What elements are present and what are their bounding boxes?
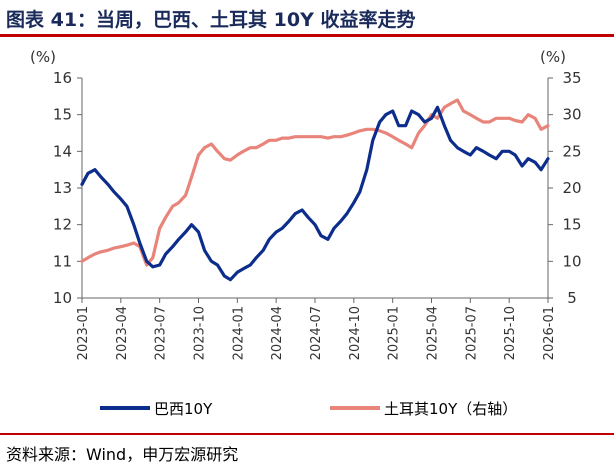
series-layer <box>80 98 550 282</box>
left-tick-label: 12 <box>53 216 72 234</box>
left-tick-label: 15 <box>53 106 72 124</box>
left-tick-label: 11 <box>53 252 72 270</box>
right-tick-label: 25 <box>562 142 581 160</box>
turkey-10y-line <box>80 98 550 267</box>
right-tick-label: 15 <box>562 216 581 234</box>
legend-item-turkey: 土耳其10Y（右轴） <box>330 400 517 418</box>
legend-item-brazil: 巴西10Y <box>100 400 213 418</box>
right-tick-label: 10 <box>562 252 581 270</box>
right-tick-label: 20 <box>562 179 581 197</box>
title-bar: 图表 41：当周，巴西、土耳其 10Y 收益率走势 <box>0 0 614 38</box>
left-tick-label: 14 <box>53 142 72 160</box>
x-tick-label: 2025-04 <box>426 306 441 360</box>
left-tick-label: 13 <box>53 179 72 197</box>
right-tick-label: 5 <box>567 289 577 307</box>
title-rule <box>0 34 614 37</box>
right-axis-unit: (%) <box>540 48 566 66</box>
chart-axes: 10 11 12 13 14 15 16 (%) 5 10 15 20 25 30 35 (%) 2023-01… <box>30 48 582 360</box>
left-tick-label: 16 <box>53 69 72 87</box>
x-tick-label: 2024-01 <box>231 306 246 360</box>
x-tick-label: 2026-01 <box>542 306 557 360</box>
x-tick-label: 2025-01 <box>387 306 402 360</box>
page-title: 图表 41：当周，巴西、土耳其 10Y 收益率走势 <box>6 9 416 31</box>
x-tick-label: 2023-04 <box>115 306 130 360</box>
brazil-10y-line <box>80 105 550 282</box>
x-tick-label: 2023-10 <box>193 306 208 360</box>
x-tick-label: 2023-01 <box>76 306 91 360</box>
footer-rule <box>0 433 614 435</box>
x-tick-label: 2023-07 <box>154 306 169 360</box>
legend-label: 土耳其10Y（右轴） <box>384 400 517 418</box>
right-tick-label: 30 <box>562 106 581 124</box>
right-tick-label: 35 <box>562 69 581 87</box>
left-tick-label: 10 <box>53 289 72 307</box>
source-note: 资料来源：Wind，申万宏源研究 <box>6 445 239 464</box>
chart-legend: 巴西10Y 土耳其10Y（右轴） <box>100 400 517 418</box>
legend-label: 巴西10Y <box>154 400 213 418</box>
x-tick-label: 2024-04 <box>270 306 285 360</box>
x-tick-label: 2025-10 <box>503 306 518 360</box>
chart: 10 11 12 13 14 15 16 (%) 5 10 15 20 25 30 35 (%) 2023-01… <box>30 48 582 418</box>
x-tick-label: 2024-10 <box>348 306 363 360</box>
x-tick-label: 2024-07 <box>309 306 324 360</box>
x-tick-label: 2025-07 <box>464 306 479 360</box>
left-axis-unit: (%) <box>30 48 56 66</box>
